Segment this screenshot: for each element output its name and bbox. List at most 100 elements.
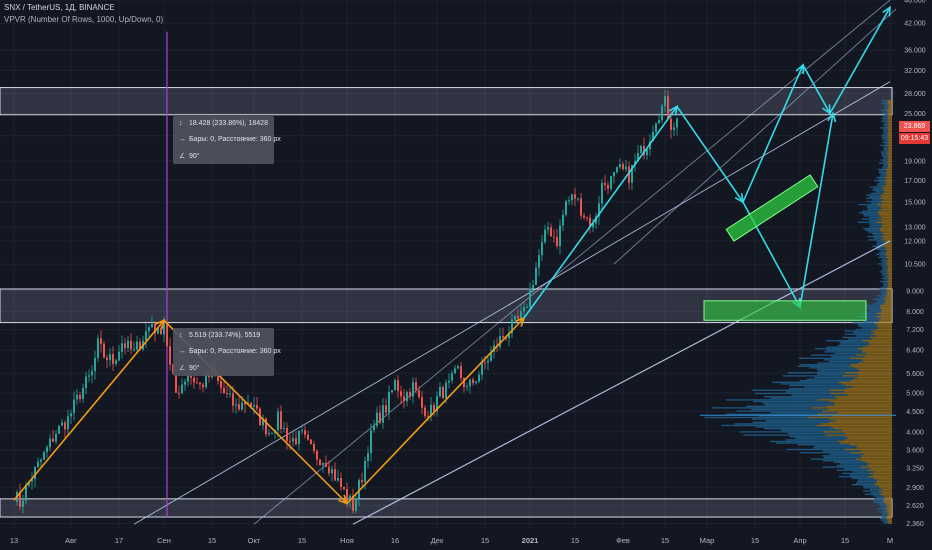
- candle[interactable]: [640, 146, 642, 154]
- candle[interactable]: [400, 391, 402, 397]
- candle[interactable]: [37, 461, 39, 468]
- candle[interactable]: [427, 416, 429, 418]
- candle[interactable]: [652, 131, 654, 142]
- candle[interactable]: [223, 387, 225, 393]
- candle[interactable]: [217, 376, 219, 382]
- candle[interactable]: [637, 153, 639, 162]
- candle[interactable]: [577, 198, 579, 200]
- candle[interactable]: [472, 379, 474, 384]
- green-retest-zone[interactable]: [725, 174, 819, 242]
- candle[interactable]: [253, 405, 255, 407]
- candle[interactable]: [292, 438, 294, 442]
- candle[interactable]: [202, 384, 204, 388]
- candle[interactable]: [673, 127, 675, 130]
- candle[interactable]: [295, 438, 297, 445]
- candle[interactable]: [376, 412, 378, 426]
- candle[interactable]: [154, 323, 156, 334]
- candle[interactable]: [469, 379, 471, 387]
- candle[interactable]: [436, 396, 438, 412]
- candle[interactable]: [118, 351, 120, 361]
- candle[interactable]: [394, 380, 396, 391]
- candle[interactable]: [355, 498, 357, 511]
- candle[interactable]: [538, 255, 540, 268]
- candle[interactable]: [547, 227, 549, 230]
- candle[interactable]: [100, 338, 102, 344]
- candle[interactable]: [283, 427, 285, 430]
- candle[interactable]: [58, 425, 60, 434]
- candle[interactable]: [160, 328, 162, 335]
- candle[interactable]: [91, 371, 93, 376]
- candle[interactable]: [157, 328, 159, 334]
- candle[interactable]: [412, 382, 414, 397]
- candle[interactable]: [370, 430, 372, 454]
- candle[interactable]: [676, 118, 678, 128]
- candle[interactable]: [508, 333, 510, 339]
- candle[interactable]: [88, 375, 90, 377]
- candle[interactable]: [397, 380, 399, 392]
- candle[interactable]: [220, 381, 222, 388]
- candle[interactable]: [145, 331, 147, 341]
- candle[interactable]: [565, 201, 567, 215]
- candle[interactable]: [46, 447, 48, 453]
- candle[interactable]: [463, 377, 465, 388]
- candle[interactable]: [364, 460, 366, 483]
- candle[interactable]: [301, 430, 303, 432]
- candle[interactable]: [148, 327, 150, 332]
- candle[interactable]: [448, 380, 450, 383]
- candle[interactable]: [634, 161, 636, 165]
- candle[interactable]: [514, 316, 516, 320]
- candle[interactable]: [40, 459, 42, 462]
- candle[interactable]: [79, 394, 81, 399]
- candle[interactable]: [409, 392, 411, 397]
- candle[interactable]: [574, 194, 576, 199]
- candle[interactable]: [610, 176, 612, 189]
- candle[interactable]: [205, 373, 207, 388]
- candle[interactable]: [421, 397, 423, 408]
- candle[interactable]: [385, 405, 387, 413]
- candle[interactable]: [322, 462, 324, 466]
- candle[interactable]: [313, 443, 315, 451]
- candle[interactable]: [124, 343, 126, 349]
- candle[interactable]: [613, 172, 615, 177]
- candle[interactable]: [622, 164, 624, 170]
- candle[interactable]: [334, 469, 336, 481]
- candle[interactable]: [82, 387, 84, 399]
- candle[interactable]: [61, 422, 63, 426]
- candle[interactable]: [580, 198, 582, 216]
- candle[interactable]: [358, 480, 360, 499]
- candle[interactable]: [346, 488, 348, 502]
- candle[interactable]: [556, 237, 558, 247]
- candle[interactable]: [544, 229, 546, 243]
- candle[interactable]: [76, 394, 78, 400]
- candle[interactable]: [550, 227, 552, 237]
- candle[interactable]: [451, 373, 453, 381]
- candle[interactable]: [97, 338, 99, 358]
- candle[interactable]: [517, 316, 519, 319]
- candle[interactable]: [445, 382, 447, 399]
- candle[interactable]: [571, 194, 573, 201]
- candle[interactable]: [331, 469, 333, 474]
- candle[interactable]: [94, 357, 96, 372]
- candle[interactable]: [529, 288, 531, 307]
- candle[interactable]: [661, 106, 663, 120]
- candle[interactable]: [139, 341, 141, 350]
- orange-arrow-path[interactable]: [13, 317, 525, 505]
- candle[interactable]: [127, 340, 129, 349]
- candle[interactable]: [658, 119, 660, 124]
- candle[interactable]: [199, 382, 201, 385]
- candle[interactable]: [649, 141, 651, 150]
- candle[interactable]: [325, 462, 327, 467]
- cyan-arrow-path[interactable]: [523, 7, 891, 319]
- candle[interactable]: [535, 267, 537, 285]
- candle[interactable]: [262, 418, 264, 426]
- candle[interactable]: [256, 405, 258, 409]
- candle[interactable]: [553, 236, 555, 238]
- candle[interactable]: [487, 360, 489, 363]
- channel-line[interactable]: [352, 240, 891, 525]
- candle[interactable]: [466, 386, 468, 388]
- candle[interactable]: [70, 413, 72, 417]
- candle[interactable]: [328, 466, 330, 474]
- candle[interactable]: [667, 96, 669, 119]
- candle[interactable]: [490, 351, 492, 361]
